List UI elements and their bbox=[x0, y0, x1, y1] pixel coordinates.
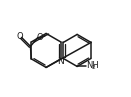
Text: O: O bbox=[17, 32, 23, 41]
Text: 2: 2 bbox=[91, 65, 95, 70]
Text: O: O bbox=[36, 32, 43, 42]
Text: N: N bbox=[57, 57, 64, 66]
Text: NH: NH bbox=[86, 61, 99, 70]
